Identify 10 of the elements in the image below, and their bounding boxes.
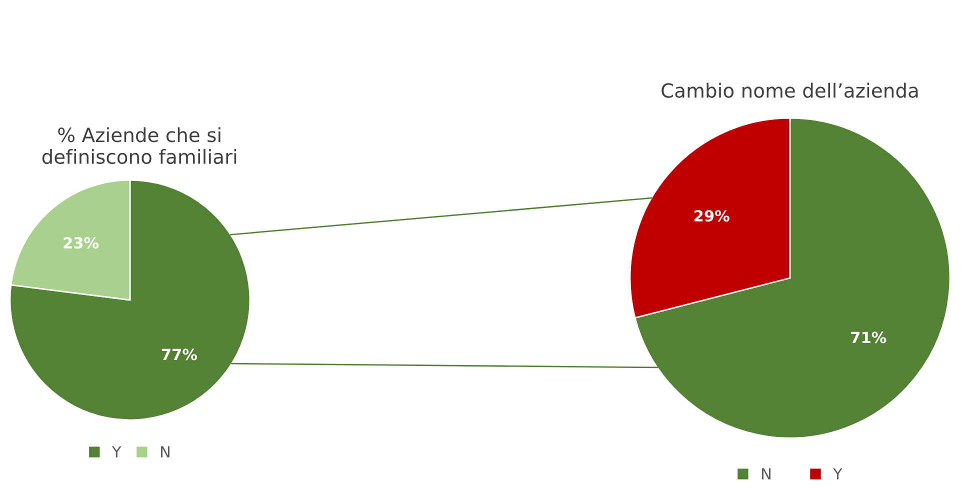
data-label: 29% [694,210,730,222]
data-label: 77% [162,348,197,360]
chart-title: % Aziende che si definiscono familiari [42,127,236,164]
legend-label: N [762,468,770,480]
legend-label: Y [833,468,842,480]
legend-label: Y [112,446,122,458]
chart-title: Cambio nome dell’azienda [662,82,918,98]
legend-label: N [161,446,170,458]
data-label: 23% [64,237,99,249]
data-label: 71% [851,332,886,344]
